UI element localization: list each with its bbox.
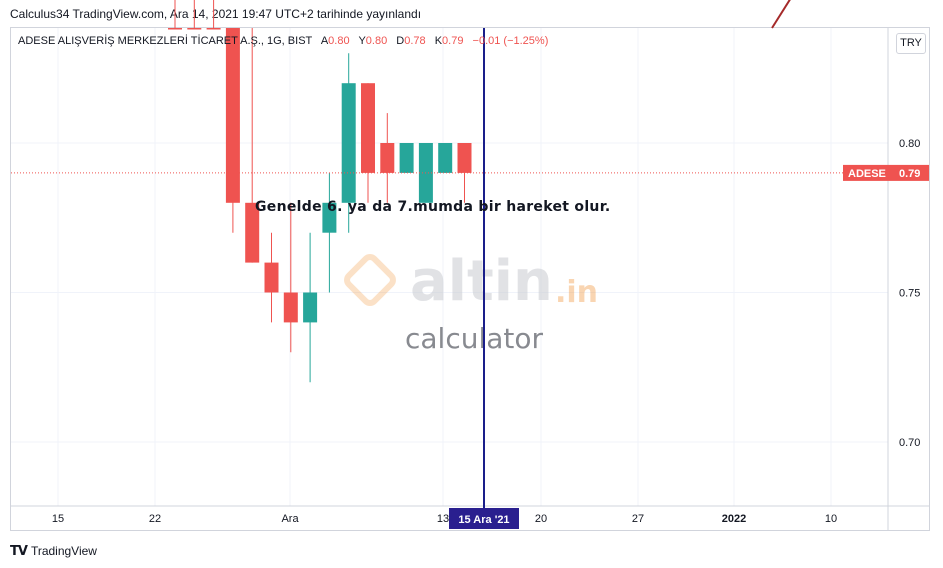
candle [361, 83, 375, 203]
y-tick-label: 0.70 [899, 437, 920, 449]
candle-body [264, 262, 279, 293]
trend-line [771, 0, 791, 29]
candle-body [187, 28, 202, 30]
x-tick-label: 20 [535, 513, 547, 525]
y-tick-label: 0.80 [899, 138, 920, 150]
legend-high-value: 0.80 [365, 35, 388, 47]
candle-body [303, 292, 318, 323]
x-tick-label: 22 [149, 513, 161, 525]
candle-body [322, 202, 337, 233]
chart-annotation[interactable]: Genelde 6. ya da 7.mumda bir hareket olu… [255, 199, 611, 215]
legend-close-value: 0.79 [442, 35, 464, 47]
candle [380, 113, 395, 203]
candle-body [399, 143, 414, 173]
legend-high-label: Y [358, 35, 366, 47]
x-tick-label: 27 [632, 513, 644, 525]
x-tick-label: 2022 [722, 513, 746, 525]
legend-open-label: A [320, 35, 329, 47]
candle-body [206, 28, 221, 30]
legend-open-value: 0.80 [328, 35, 350, 47]
tradingview-logo-icon: 𝗧𝗩 [10, 543, 28, 558]
candle [187, 0, 202, 30]
y-tick-label: 0.75 [899, 288, 920, 300]
watermark-brand: altin [410, 249, 553, 314]
candle [399, 143, 414, 173]
candle [303, 232, 318, 383]
legend-low-label: D [396, 35, 405, 47]
watermark-suffix: .in [555, 275, 598, 310]
candle-body [225, 28, 240, 203]
x-tick-label: 15 [52, 513, 64, 525]
x-tick-label: Ara [281, 513, 299, 525]
candle-body [361, 83, 375, 173]
legend-symbol: ADESE ALIŞVERİŞ MERKEZLERİ TİCARET A.Ş.,… [18, 35, 313, 47]
price-label-badge: ADESE 0.79 [843, 164, 929, 181]
published-info: Calculus34 TradingView.com, Ara 14, 2021… [10, 7, 422, 21]
legend-change: −0.01 (−1.25%) [472, 35, 549, 47]
legend-close-label: K [434, 35, 443, 47]
footer-brand: TradingView [30, 544, 97, 558]
y-tick-label: 0.85 [899, 0, 920, 1]
watermark-sub: calculator [405, 322, 544, 355]
candle [283, 202, 298, 353]
candle-body [283, 292, 298, 323]
x-axis: 15 22 Ara 13 20 27 2022 10 [52, 513, 837, 525]
candle-body [457, 143, 472, 173]
footer: 𝗧𝗩 TradingView [10, 543, 97, 559]
candle-body [245, 202, 260, 263]
chart-frame[interactable] [10, 27, 930, 531]
candle [341, 53, 356, 233]
symbol-legend: ADESE ALIŞVERİŞ MERKEZLERİ TİCARET A.Ş.,… [18, 35, 554, 47]
x-tick-label: 10 [825, 513, 837, 525]
crosshair-date-badge: 15 Ara '21 [449, 508, 519, 529]
price-label-symbol: ADESE [848, 168, 886, 180]
candle [225, 28, 240, 233]
crosshair-date-label: 15 Ara '21 [458, 514, 509, 526]
altin-watermark: altin .in calculator [344, 249, 598, 355]
currency-button[interactable]: TRY [896, 33, 926, 54]
candle [438, 143, 453, 173]
price-label-value: 0.79 [899, 168, 920, 180]
candle-body [438, 143, 453, 173]
candle [168, 0, 182, 30]
candle [245, 28, 260, 263]
candle [264, 232, 279, 323]
candle [206, 0, 221, 30]
x-tick-label: 13 [437, 513, 449, 525]
candle-body [341, 83, 356, 203]
candles [168, 0, 472, 383]
candle [322, 172, 337, 293]
watermark-logo-icon [344, 254, 396, 306]
candle-body [380, 143, 395, 173]
legend-low-value: 0.78 [404, 35, 426, 47]
candle-body [168, 28, 182, 30]
y-axis: 0.700.750.800.850.900.95 [899, 0, 920, 449]
